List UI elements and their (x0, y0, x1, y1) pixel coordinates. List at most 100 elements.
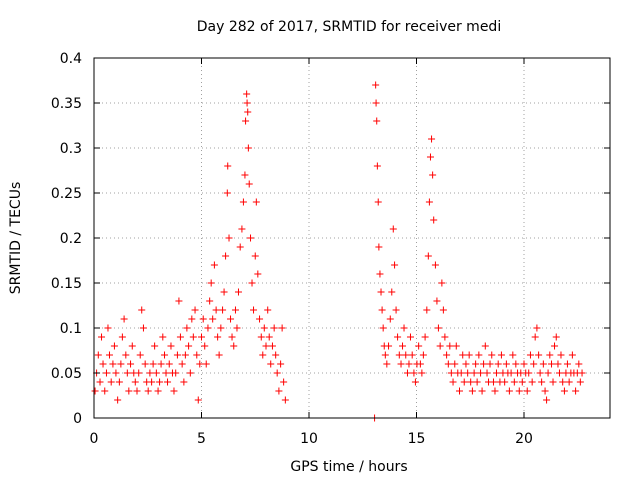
data-point (523, 387, 531, 395)
data-point (415, 342, 423, 350)
data-point (122, 351, 130, 359)
data-point (477, 369, 485, 377)
data-point (520, 360, 528, 368)
data-point (443, 351, 451, 359)
data-point (446, 342, 454, 350)
data-point (406, 333, 414, 341)
data-point (518, 378, 526, 386)
data-point (424, 252, 432, 260)
data-point (400, 324, 408, 332)
y-tick-label: 0.2 (60, 231, 82, 247)
data-point (220, 288, 228, 296)
data-point (175, 297, 183, 305)
y-tick-label: 0.25 (51, 186, 82, 202)
data-point (378, 306, 386, 314)
data-point (201, 342, 209, 350)
chart-title: Day 282 of 2017, SRMTID for receiver med… (197, 19, 501, 35)
axis-ticks: 0 0.05 0.1 0.15 0.2 0.25 0.3 0.35 0.4 0 5 10 15 20 (51, 51, 610, 447)
data-point (170, 387, 178, 395)
data-point (234, 288, 242, 296)
x-tick-label: 10 (300, 431, 318, 447)
data-point (452, 342, 460, 350)
data-point (576, 378, 584, 386)
data-point (402, 351, 410, 359)
data-point (449, 378, 457, 386)
data-point (94, 351, 102, 359)
data-point (494, 360, 502, 368)
data-point (117, 360, 125, 368)
data-point (501, 378, 509, 386)
data-point (180, 378, 188, 386)
data-point (149, 360, 157, 368)
data-point (109, 360, 117, 368)
data-point (102, 369, 110, 377)
data-point (139, 324, 147, 332)
data-point (156, 378, 164, 386)
data-point (488, 351, 496, 359)
data-point (489, 378, 497, 386)
data-point (98, 333, 106, 341)
data-point (242, 117, 250, 125)
data-point (531, 333, 539, 341)
data-point (136, 351, 144, 359)
data-point (525, 369, 533, 377)
data-point (478, 387, 486, 395)
data-point (189, 333, 197, 341)
data-point (543, 396, 551, 404)
data-point (131, 378, 139, 386)
data-point (560, 387, 568, 395)
data-point (528, 378, 536, 386)
data-point (273, 369, 281, 377)
data-point (512, 360, 520, 368)
data-point (552, 333, 560, 341)
data-point (472, 360, 480, 368)
data-point (459, 351, 467, 359)
data-point (151, 342, 159, 350)
data-point (281, 396, 289, 404)
data-point (157, 360, 165, 368)
data-point (530, 360, 538, 368)
data-point (438, 279, 446, 287)
data-point (392, 306, 400, 314)
data-point (181, 351, 189, 359)
data-point (262, 342, 270, 350)
data-point (219, 306, 227, 314)
data-point (123, 369, 131, 377)
data-point (372, 99, 380, 107)
grid-lines (94, 58, 610, 418)
data-point (557, 351, 565, 359)
data-point (451, 360, 459, 368)
data-point (112, 369, 120, 377)
data-point (91, 387, 99, 395)
data-point (99, 360, 107, 368)
data-point (225, 234, 233, 242)
data-point (133, 387, 141, 395)
data-point (464, 369, 472, 377)
data-point (270, 324, 278, 332)
data-point (536, 369, 544, 377)
data-point (403, 369, 411, 377)
data-point (161, 351, 169, 359)
data-point (191, 306, 199, 314)
y-tick-label: 0.4 (60, 51, 82, 67)
data-point (373, 117, 381, 125)
data-point (572, 387, 580, 395)
data-point (120, 315, 128, 323)
data-point (394, 333, 402, 341)
data-point (548, 360, 556, 368)
y-axis-label: SRMTID / TECUs (8, 182, 24, 295)
data-point (429, 171, 437, 179)
data-point (456, 387, 463, 395)
data-point (546, 351, 554, 359)
data-point (185, 342, 193, 350)
data-point (176, 333, 184, 341)
data-point (399, 342, 407, 350)
data-point (164, 378, 172, 386)
data-point (386, 315, 394, 323)
data-point (248, 279, 256, 287)
data-point (152, 369, 160, 377)
data-point (377, 288, 385, 296)
data-point (559, 378, 567, 386)
data-point (209, 315, 217, 323)
